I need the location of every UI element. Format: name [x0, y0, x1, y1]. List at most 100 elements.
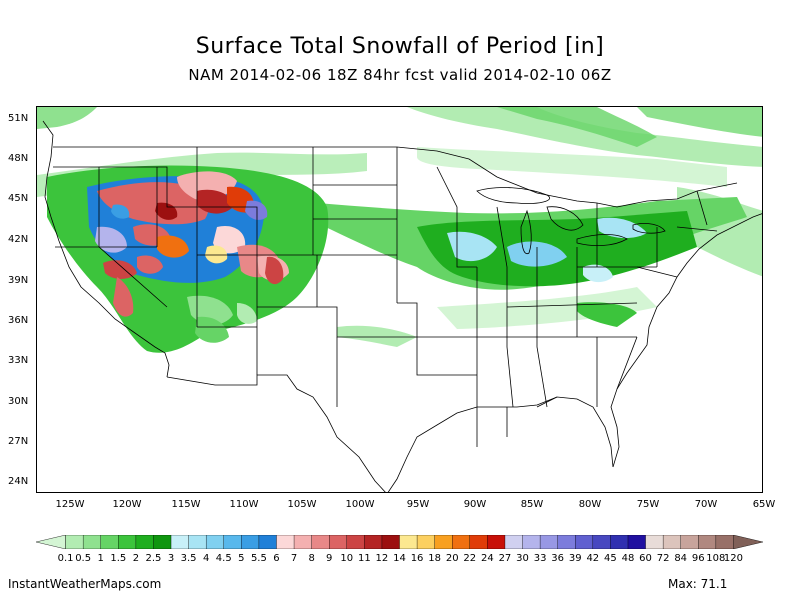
lat-label: 42N — [8, 234, 29, 245]
colorbar-level-label: 30 — [516, 553, 529, 564]
colorbar-level-label: 2.5 — [145, 553, 162, 564]
lon-label: 65W — [752, 499, 776, 510]
lon-label: 70W — [694, 499, 718, 510]
colorbar-level-label: 10 — [340, 553, 354, 564]
map-canvas — [37, 107, 762, 492]
lat-label: 39N — [8, 275, 29, 286]
colorbar-level-label: 60 — [639, 553, 652, 564]
colorbar-swatch — [65, 534, 84, 550]
lon-label: 85W — [520, 499, 544, 510]
colorbar-level-label: 11 — [357, 553, 371, 564]
colorbar-level-label: 0.5 — [75, 553, 92, 564]
colorbar-level-label: 45 — [604, 553, 617, 564]
colorbar-swatch — [170, 534, 190, 550]
lat-label: 24N — [8, 476, 29, 487]
colorbar-level-label: 18 — [428, 553, 441, 564]
colorbar-swatch — [557, 534, 576, 550]
colorbar-swatch — [258, 534, 278, 550]
colorbar-swatch — [487, 534, 506, 550]
colorbar-swatch — [35, 534, 66, 550]
colorbar-level-label: 39 — [568, 553, 582, 564]
colorbar-swatch — [627, 534, 647, 550]
colorbar-swatch — [241, 534, 260, 550]
site-credit: InstantWeatherMaps.com — [8, 577, 162, 591]
lon-label: 105W — [287, 499, 317, 510]
snowfall-shading-great-lakes — [317, 197, 747, 347]
colorbar-swatch — [364, 534, 383, 550]
colorbar-level-label: 2 — [132, 553, 140, 564]
colorbar-level-label: 6 — [273, 553, 280, 564]
colorbar-level-label: 3 — [167, 553, 175, 564]
colorbar-level-label: 42 — [586, 553, 600, 564]
colorbar-swatch — [381, 534, 401, 550]
chart-subtitle: NAM 2014-02-06 18Z 84hr fcst valid 2014-… — [188, 66, 612, 84]
colorbar-swatch — [680, 534, 699, 550]
colorbar-level-label: 14 — [393, 553, 406, 564]
lon-label: 90W — [463, 499, 487, 510]
lon-label: 80W — [578, 499, 602, 510]
colorbar-swatch — [205, 534, 225, 550]
colorbar-level-label: 7 — [290, 553, 298, 564]
colorbar-swatch — [733, 534, 764, 550]
colorbar-level-label: 1 — [97, 553, 104, 564]
colorbar-swatch — [276, 534, 295, 550]
colorbar-level-label: 5 — [238, 553, 245, 564]
colorbar-level-label: 48 — [621, 553, 635, 564]
lon-label: 120W — [112, 499, 142, 510]
state-boundaries — [42, 120, 762, 492]
lat-label: 33N — [8, 355, 29, 366]
colorbar-level-label: 24 — [481, 553, 494, 564]
lon-label: 125W — [55, 499, 85, 510]
colorbar-swatch — [416, 534, 436, 550]
colorbar-level-label: 120 — [723, 553, 743, 564]
lon-label: 75W — [636, 499, 660, 510]
colorbar-swatch — [293, 534, 313, 550]
colorbar-level-label: 33 — [533, 553, 547, 564]
colorbar-swatch — [346, 534, 366, 550]
colorbar-swatch — [522, 534, 541, 550]
colorbar-level-label: 5.5 — [250, 553, 267, 564]
lon-label: 115W — [171, 499, 201, 510]
colorbar-swatch — [118, 534, 137, 550]
colorbar-level-label: 84 — [674, 553, 688, 564]
colorbar-swatch — [610, 534, 629, 550]
colorbar-swatch — [100, 534, 119, 550]
colorbar-level-label: 22 — [463, 553, 477, 564]
colorbar-level-label: 96 — [691, 553, 705, 564]
colorbar-level-label: 9 — [326, 553, 333, 564]
max-value: Max: 71.1 — [668, 577, 728, 591]
colorbar — [35, 534, 764, 550]
colorbar-swatch — [662, 534, 682, 550]
colorbar-level-label: 3.5 — [180, 553, 197, 564]
colorbar-swatch — [539, 534, 559, 550]
colorbar-swatch — [575, 534, 594, 550]
lat-label: 30N — [8, 396, 29, 407]
colorbar-swatch — [153, 534, 172, 550]
colorbar-level-label: 0.1 — [57, 553, 74, 564]
colorbar-swatch — [188, 534, 207, 550]
colorbar-swatch — [469, 534, 489, 550]
lat-label: 51N — [8, 113, 29, 124]
colorbar-level-label: 8 — [308, 553, 315, 564]
colorbar-swatch — [311, 534, 330, 550]
lat-label: 36N — [8, 315, 29, 326]
colorbar-swatch — [434, 534, 453, 550]
great-lakes — [476, 187, 666, 255]
colorbar-level-label: 20 — [445, 553, 459, 564]
colorbar-swatch — [592, 534, 612, 550]
colorbar-level-label: 16 — [410, 553, 424, 564]
colorbar-swatch — [645, 534, 664, 550]
colorbar-level-label: 108 — [706, 553, 726, 564]
colorbar-swatch — [135, 534, 155, 550]
chart-title: Surface Total Snowfall of Period [in] — [195, 34, 605, 59]
lat-label: 27N — [8, 436, 29, 447]
colorbar-swatch — [504, 534, 524, 550]
colorbar-swatch — [82, 534, 102, 550]
lat-label: 45N — [8, 193, 29, 204]
colorbar-swatch — [452, 534, 471, 550]
lon-label: 110W — [229, 499, 259, 510]
lon-label: 95W — [406, 499, 430, 510]
colorbar-level-label: 4 — [202, 553, 210, 564]
colorbar-level-label: 1.5 — [110, 553, 127, 564]
colorbar-swatch — [698, 534, 717, 550]
